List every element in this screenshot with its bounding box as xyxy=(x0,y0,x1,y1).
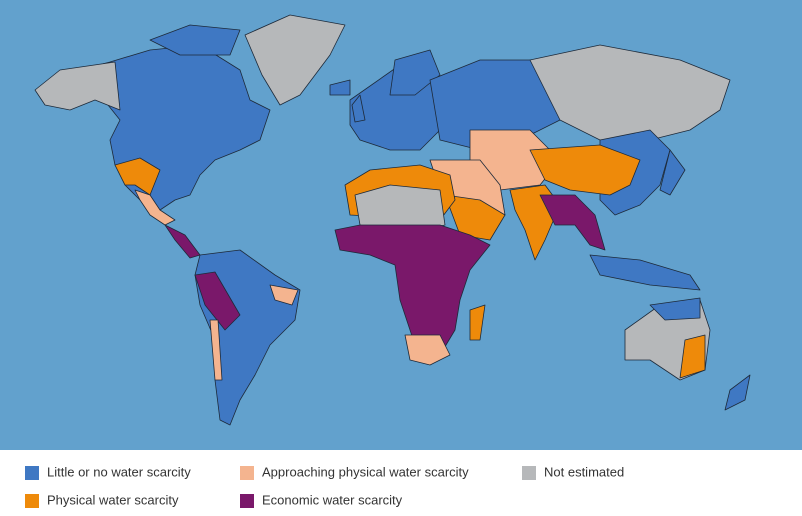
chile xyxy=(209,319,223,381)
new-zealand xyxy=(724,374,751,411)
siberia xyxy=(529,44,731,141)
southern-africa xyxy=(404,334,451,366)
legend-label: Physical water scarcity xyxy=(47,492,179,507)
peru xyxy=(194,271,241,331)
japan xyxy=(659,149,686,196)
iceland xyxy=(329,79,351,96)
madagascar xyxy=(469,304,486,341)
greenland xyxy=(244,14,346,106)
legend-label: Approaching physical water scarcity xyxy=(262,464,469,479)
east-australia xyxy=(679,334,706,379)
legend-swatch xyxy=(25,466,39,480)
china xyxy=(529,144,641,196)
arctic-islands xyxy=(149,24,241,56)
sub-saharan-africa xyxy=(334,224,491,361)
legend-label: Economic water scarcity xyxy=(262,492,403,507)
central-america xyxy=(164,224,201,259)
legend: Little or no water scarcity Approaching p… xyxy=(25,464,624,508)
legend-swatch xyxy=(240,494,254,508)
indonesia xyxy=(589,254,701,291)
legend-label: Not estimated xyxy=(544,464,624,479)
legend-swatch xyxy=(25,494,39,508)
mexico xyxy=(134,189,176,226)
southeast-asia xyxy=(539,194,606,251)
united-kingdom xyxy=(351,94,366,123)
legend-swatch xyxy=(240,466,254,480)
arabia xyxy=(444,194,506,241)
legend-swatch xyxy=(522,466,536,480)
alaska xyxy=(34,61,121,111)
northeast-brazil xyxy=(269,284,299,306)
north-australia xyxy=(649,297,701,321)
legend-label: Little or no water scarcity xyxy=(47,464,191,479)
scandinavia xyxy=(389,49,441,96)
